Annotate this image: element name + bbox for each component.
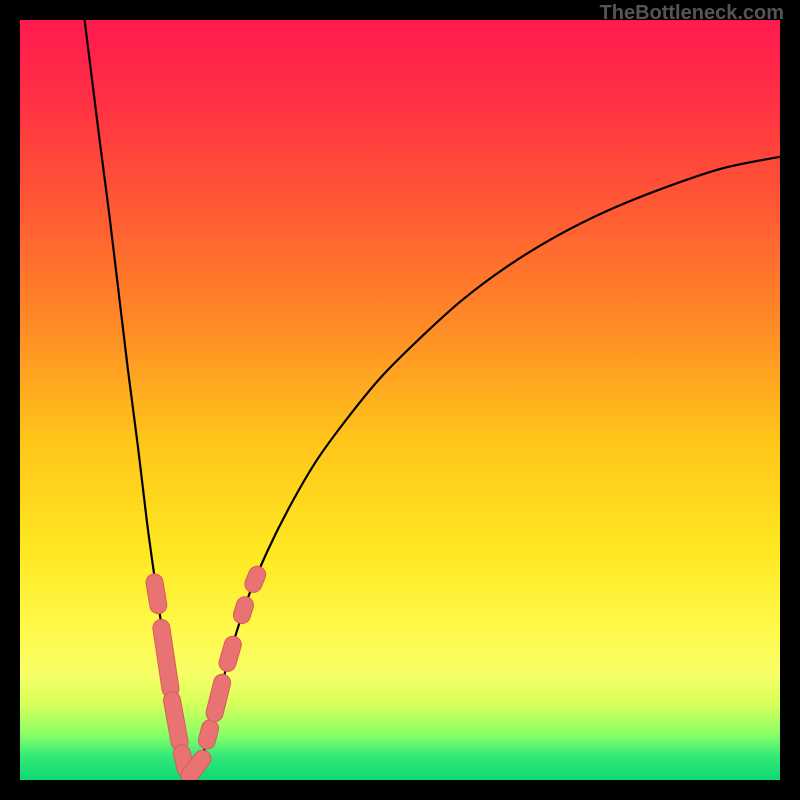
watermark-text: TheBottleneck.com [600, 2, 784, 25]
chart-container: TheBottleneck.com [0, 0, 800, 800]
bottleneck-chart [20, 20, 780, 780]
marker-segment [189, 759, 202, 776]
marker-segment [182, 753, 186, 768]
marker-segment [253, 575, 257, 584]
marker-segment [172, 700, 180, 742]
marker-segment [227, 645, 232, 663]
marker-segment [207, 728, 210, 740]
marker-segment [155, 582, 159, 605]
marker-segment [161, 628, 170, 689]
marker-segment [215, 683, 223, 713]
marker-segment [242, 605, 245, 615]
gradient-background [20, 20, 780, 780]
